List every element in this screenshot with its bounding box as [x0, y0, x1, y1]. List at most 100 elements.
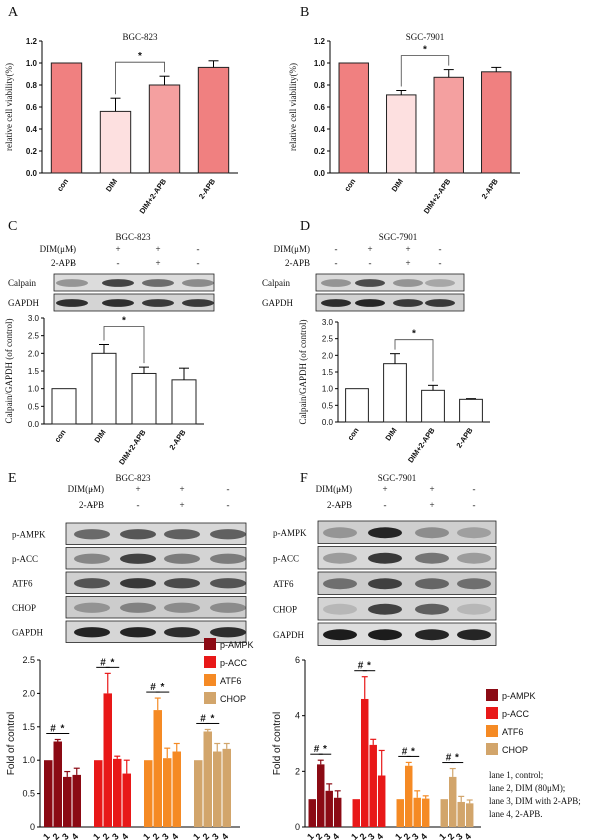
- protein-band: [120, 627, 156, 638]
- bar: [163, 758, 172, 827]
- significance-mark: *: [367, 661, 371, 672]
- bar: [72, 774, 81, 827]
- x-tick-label: 1: [349, 831, 360, 840]
- protein-band: [102, 279, 134, 287]
- bar: [197, 66, 230, 174]
- legend-swatch: [204, 638, 216, 650]
- significance-mark: *: [412, 329, 416, 340]
- x-tick-label: 3: [366, 831, 377, 840]
- x-tick-label: 2-APB: [454, 426, 475, 450]
- bar: [94, 760, 103, 827]
- significance-mark: #: [358, 661, 364, 672]
- treatment-label: 2-APB: [327, 500, 352, 510]
- significance-mark: *: [61, 723, 65, 734]
- bar: [325, 790, 333, 827]
- y-tick-label: 1.2: [314, 37, 326, 46]
- bar: [396, 799, 404, 827]
- protein-band: [323, 552, 357, 564]
- y-tick-label: 1.0: [26, 59, 38, 68]
- protein-band: [425, 299, 455, 307]
- bar: [91, 352, 117, 425]
- protein-band: [182, 299, 214, 307]
- protein-band: [368, 552, 402, 564]
- protein-band: [164, 553, 200, 564]
- panel-label: F: [300, 471, 308, 486]
- treatment-label: 2-APB: [51, 258, 76, 268]
- x-tick-label: 4: [374, 831, 385, 840]
- protein-band: [355, 279, 385, 287]
- treatment-mark: -: [117, 258, 120, 268]
- y-tick-label: 0.0: [26, 169, 38, 178]
- protein-band: [142, 299, 174, 307]
- x-tick-label: 2: [201, 831, 212, 840]
- x-tick-label: 1: [393, 831, 404, 840]
- x-tick-label: 3: [410, 831, 421, 840]
- treatment-mark: +: [115, 244, 120, 254]
- legend-swatch: [204, 692, 216, 704]
- x-tick-label: DIM: [383, 426, 398, 442]
- significance-mark: *: [423, 45, 427, 56]
- bar: [465, 803, 474, 827]
- y-tick-label: 1.2: [26, 37, 38, 46]
- significance-bracket: [103, 326, 145, 364]
- protein-band: [164, 627, 200, 638]
- band-label: Calpain: [8, 278, 36, 288]
- band-label: p-AMPK: [12, 529, 46, 539]
- legend-label: CHOP: [502, 745, 528, 755]
- blot-band-row: [65, 620, 247, 643]
- x-tick-label: 1: [191, 831, 202, 840]
- blot-title: BGC-823: [115, 232, 151, 242]
- legend-label: p-ACC: [502, 709, 530, 719]
- protein-band: [182, 279, 214, 287]
- treatment-mark: +: [382, 484, 387, 494]
- treatment-mark: +: [429, 484, 434, 494]
- treatment-mark: +: [179, 484, 184, 494]
- lane-legend-item: lane 3, DIM with 2-APB;: [489, 796, 581, 806]
- bar: [481, 71, 512, 174]
- legend-swatch: [204, 656, 216, 668]
- significance-mark: *: [111, 657, 115, 668]
- band-label: ATF6: [12, 578, 33, 588]
- y-axis-label: relative cell viability(%): [288, 63, 298, 151]
- blot-frame: [315, 293, 465, 312]
- bar: [449, 776, 457, 827]
- blot-frame: [65, 522, 247, 545]
- bar: [377, 775, 386, 827]
- x-tick-label: 4: [70, 831, 81, 840]
- y-tick-label: 0.5: [322, 401, 334, 410]
- bar: [53, 741, 62, 827]
- protein-band: [210, 602, 246, 613]
- x-tick-label: 4: [220, 831, 231, 840]
- y-tick-label: 3.0: [28, 314, 40, 323]
- significance-mark: #: [402, 746, 408, 757]
- protein-band: [321, 279, 351, 287]
- treatment-mark: +: [405, 244, 410, 254]
- x-tick-label: con: [346, 426, 361, 442]
- protein-band: [323, 527, 357, 539]
- significance-bracket: [400, 55, 450, 87]
- y-tick-label: 0.5: [28, 402, 40, 411]
- treatment-label: DIM(μM): [40, 244, 76, 254]
- y-tick-label: 1.0: [22, 755, 35, 765]
- significance-mark: *: [211, 713, 215, 724]
- protein-band: [120, 602, 156, 613]
- blot-frame: [65, 620, 247, 643]
- y-tick-label: 1.0: [322, 385, 334, 394]
- blot-frame: [65, 571, 247, 594]
- x-tick-label: 2: [314, 831, 325, 840]
- blot-band-row: [53, 293, 215, 312]
- blot-frame: [317, 571, 497, 595]
- panel-label: D: [300, 219, 310, 234]
- x-tick-label: 4: [462, 831, 473, 840]
- treatment-mark: -: [137, 500, 140, 510]
- y-tick-label: 0.6: [26, 103, 38, 112]
- protein-band: [74, 529, 110, 540]
- significance-bracket: [115, 61, 165, 95]
- treatment-label: 2-APB: [285, 258, 310, 268]
- y-tick-label: 1.5: [28, 367, 40, 376]
- blot-title: SGC-7901: [378, 473, 417, 483]
- x-tick-label: con: [55, 177, 70, 193]
- blot-band-row: [65, 596, 247, 619]
- chart-title: SGC-7901: [406, 32, 445, 42]
- band-label: p-ACC: [12, 554, 38, 564]
